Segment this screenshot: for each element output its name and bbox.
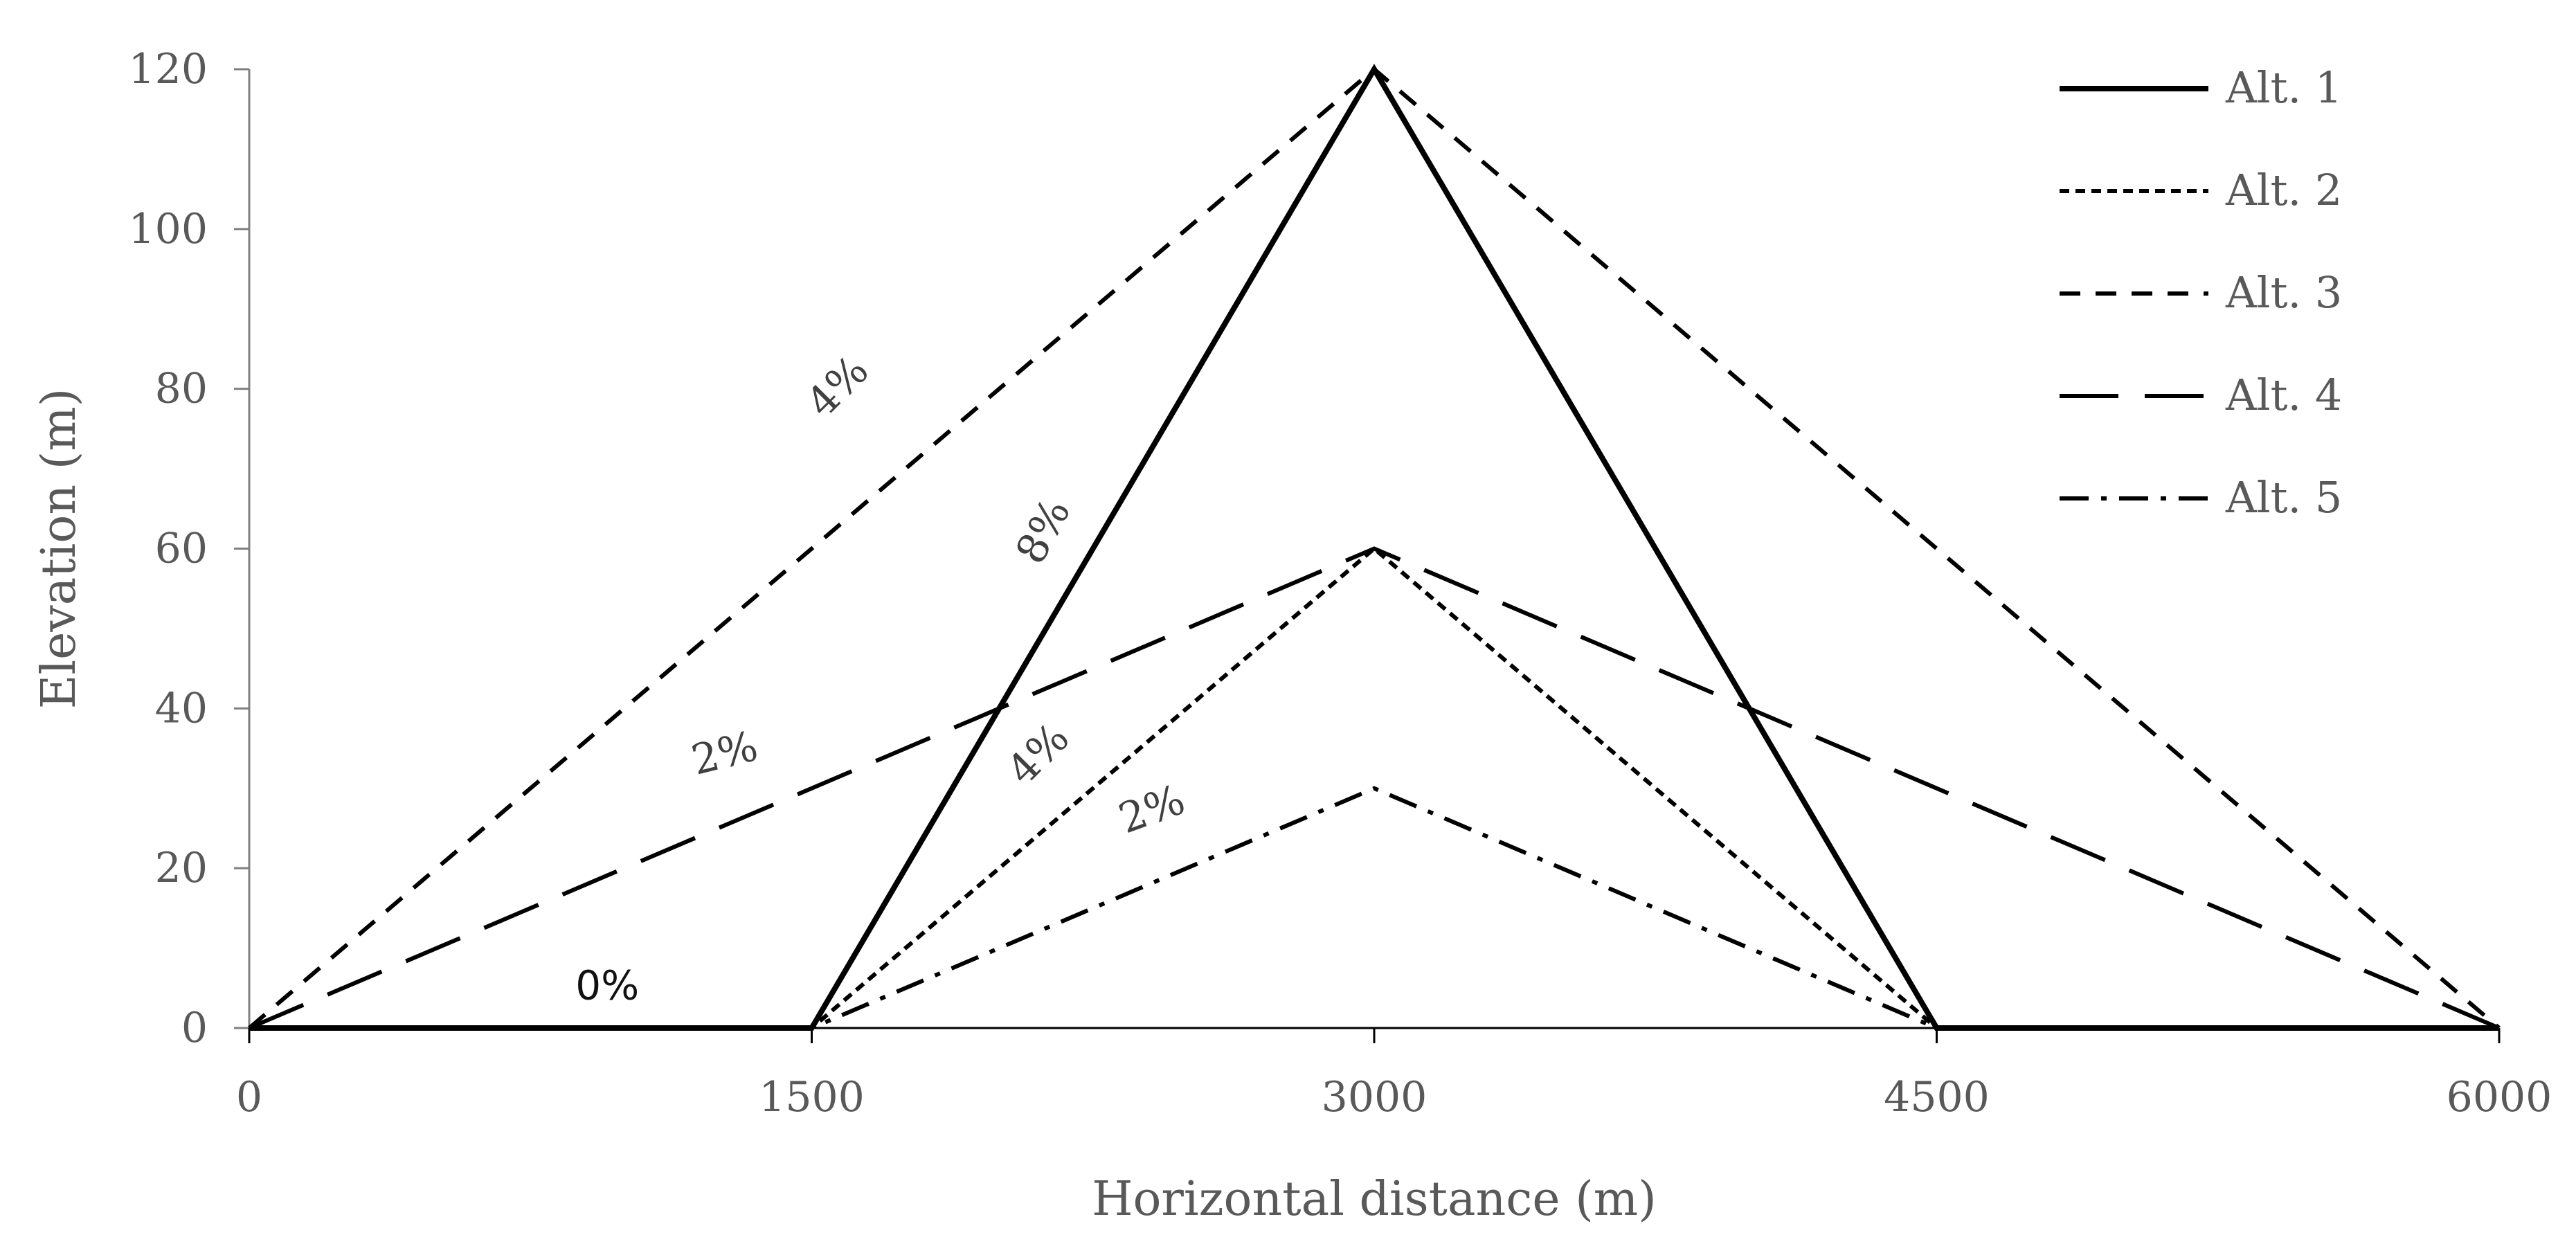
legend-label: Alt. 1	[2225, 62, 2342, 113]
y-tick-label: 60	[155, 525, 208, 573]
x-tick-label: 6000	[2447, 1073, 2552, 1121]
y-axis-title: Elevation (m)	[32, 388, 87, 710]
legend-label: Alt. 4	[2225, 370, 2342, 420]
axes: 0 20 40 60 80 100 120 0 1500 3000 4500 6000	[128, 45, 2552, 1121]
y-tick-label: 100	[128, 205, 208, 253]
x-tick-label: 4500	[1884, 1073, 1990, 1121]
series-line-alt-4	[248, 546, 2501, 1030]
grade-annotation: 2%	[1113, 775, 1191, 843]
y-tick-label: 80	[155, 365, 208, 413]
grade-annotation: 8%	[1007, 491, 1080, 572]
x-tick-label: 0	[236, 1073, 262, 1121]
legend-label: Alt. 2	[2225, 165, 2342, 215]
grade-annotation: 0%	[575, 962, 639, 1009]
legend-label: Alt. 3	[2225, 267, 2342, 318]
plot-area	[248, 64, 2501, 1031]
grade-annotation: 4%	[998, 714, 1079, 795]
y-tick-label: 0	[181, 1004, 208, 1052]
y-tick-label: 40	[155, 684, 208, 732]
grade-annotation: 4%	[798, 346, 879, 427]
x-tick-label: 1500	[759, 1073, 865, 1121]
series-line-alt-3	[248, 66, 2501, 1030]
x-axis-title: Horizontal distance (m)	[1092, 1172, 1657, 1227]
y-tick-label: 120	[128, 45, 208, 93]
legend-label: Alt. 5	[2225, 472, 2342, 523]
legend: Alt. 1 Alt. 2 Alt. 3 Alt. 4 Alt. 5	[2060, 62, 2342, 523]
series-line-alt-5	[249, 786, 2499, 1030]
grade-annotation: 2%	[687, 722, 762, 785]
y-tick-label: 20	[155, 844, 208, 892]
x-tick-label: 3000	[1322, 1073, 1427, 1121]
